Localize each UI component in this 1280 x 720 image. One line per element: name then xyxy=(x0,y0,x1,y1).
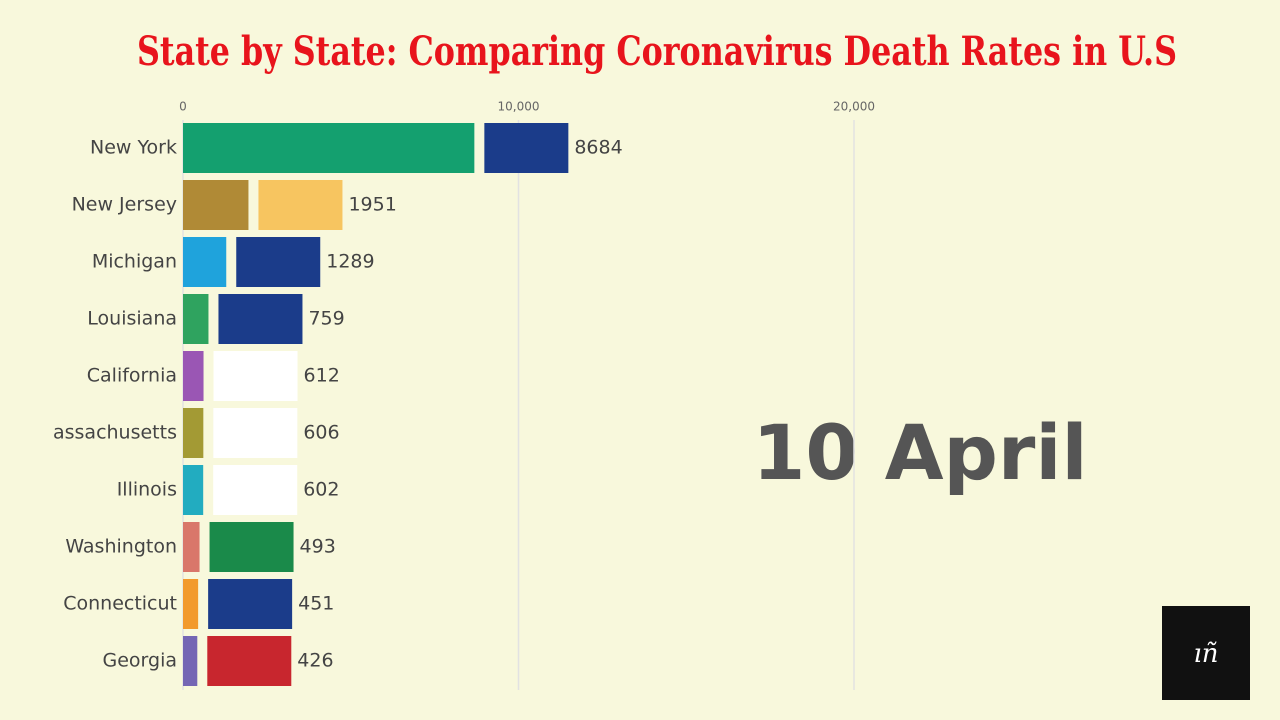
flag xyxy=(213,351,298,401)
value-label: 451 xyxy=(298,593,334,615)
flag xyxy=(236,237,321,287)
x-tick-label: 20,000 xyxy=(833,100,875,114)
value-label: 493 xyxy=(300,536,336,558)
flag xyxy=(484,123,569,173)
logo-box xyxy=(1162,606,1250,700)
date-label: 10 April xyxy=(752,408,1087,497)
bar xyxy=(183,465,204,515)
bar xyxy=(183,237,227,287)
y-tick-label: Connecticut xyxy=(63,593,177,615)
flag xyxy=(209,522,294,572)
flag xyxy=(258,180,343,230)
logo: ıñ xyxy=(1162,606,1250,700)
y-tick-label: Illinois xyxy=(117,479,177,501)
bar xyxy=(183,522,200,572)
flag xyxy=(208,579,293,629)
y-tick-label: Washington xyxy=(65,536,177,558)
y-tick-label: New Jersey xyxy=(72,194,177,216)
bar xyxy=(183,294,209,344)
value-label: 426 xyxy=(297,650,333,672)
bar xyxy=(183,351,204,401)
x-tick-label: 10,000 xyxy=(498,100,540,114)
y-tick-label: assachusetts xyxy=(53,422,177,444)
value-label: 1951 xyxy=(348,194,396,216)
bar xyxy=(183,408,204,458)
value-label: 1289 xyxy=(326,251,374,273)
bar xyxy=(183,180,249,230)
y-tick-label: New York xyxy=(90,137,177,159)
flag xyxy=(213,465,298,515)
flag xyxy=(207,636,292,686)
flag xyxy=(213,408,298,458)
value-label: 602 xyxy=(303,479,339,501)
value-label: 759 xyxy=(308,308,344,330)
x-tick-label: 0 xyxy=(179,100,187,114)
value-label: 606 xyxy=(303,422,339,444)
logo-mark: ıñ xyxy=(1193,639,1218,669)
bar xyxy=(183,579,199,629)
y-tick-label: Michigan xyxy=(92,251,177,273)
value-label: 8684 xyxy=(574,137,622,159)
bar xyxy=(183,636,198,686)
chart-title: State by State: Comparing Coronavirus De… xyxy=(137,28,1177,75)
y-tick-label: Georgia xyxy=(103,650,178,672)
bar xyxy=(183,123,475,173)
flag xyxy=(218,294,303,344)
value-label: 612 xyxy=(304,365,340,387)
y-tick-label: Louisiana xyxy=(87,308,177,330)
y-tick-label: California xyxy=(87,365,177,387)
